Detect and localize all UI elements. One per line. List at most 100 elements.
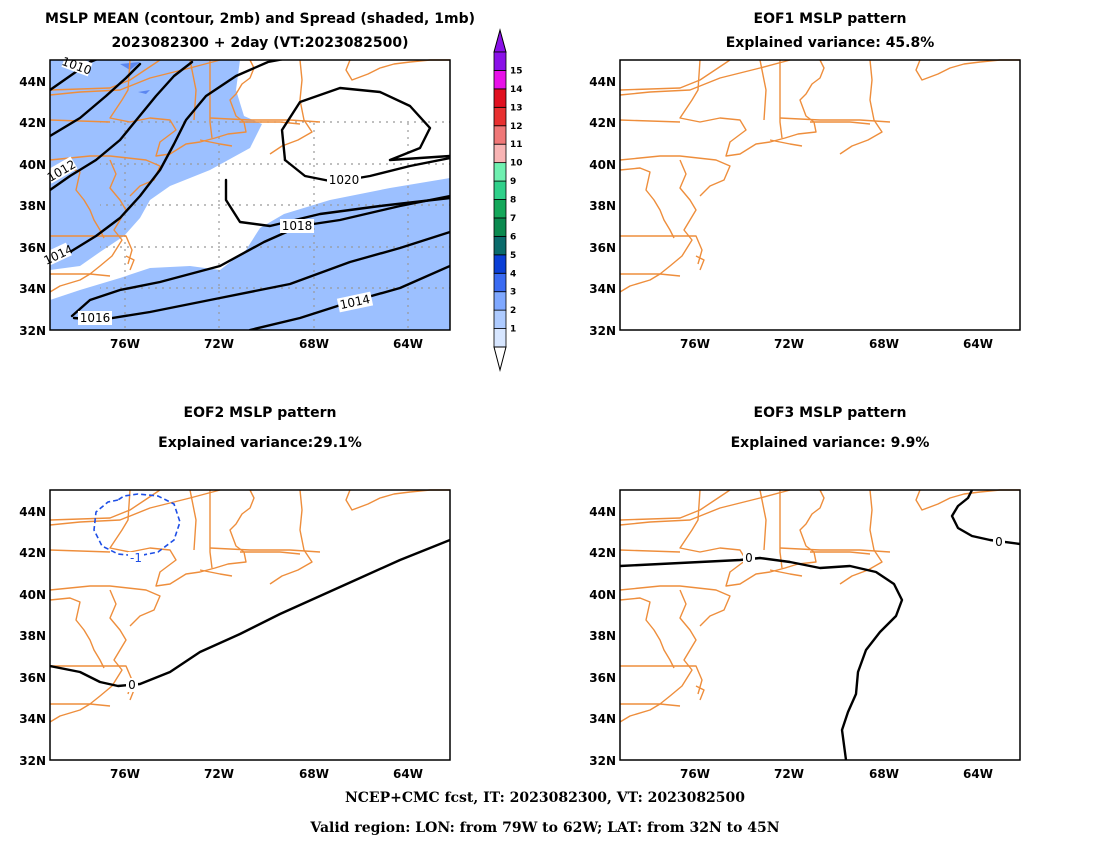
colorbar-max-arrow — [493, 28, 507, 53]
panel-eof3-subtitle: Explained variance: 9.9% — [731, 435, 930, 451]
panel-eof1-subtitle: Explained variance: 45.8% — [726, 35, 935, 51]
colorbar-swatch — [493, 309, 507, 329]
colorbar-swatch — [493, 217, 507, 237]
colorbar-label: 12 — [510, 122, 523, 132]
lon-tick-label: 72W — [774, 337, 804, 351]
panel-mean-frame — [49, 59, 451, 331]
panel-eof1-title: EOF1 MSLP pattern — [754, 11, 907, 27]
eof2-contours — [50, 493, 450, 688]
panel-eof2-subtitle: Explained variance:29.1% — [158, 435, 362, 451]
coastline-eof2 — [49, 489, 451, 723]
colorbar-min-arrow — [493, 346, 507, 372]
lon-tick-label: 72W — [204, 767, 234, 781]
lat-tick-label: 34N — [19, 712, 46, 726]
panel-eof3-frame — [619, 489, 1021, 761]
contour-label: 1020 — [329, 173, 360, 187]
colorbar-swatch — [493, 125, 507, 145]
lat-tick-label: 36N — [19, 671, 46, 685]
lat-tick-label: 40N — [19, 158, 46, 172]
lat-tick-label: 32N — [19, 754, 46, 768]
colorbar-label: 10 — [510, 159, 523, 169]
colorbar-label: 3 — [510, 288, 516, 298]
lat-tick-label: 44N — [589, 75, 616, 89]
lat-tick-label: 42N — [589, 116, 616, 130]
colorbar-label: 8 — [510, 196, 516, 206]
colorbar-label: 6 — [510, 232, 516, 242]
lat-tick-label: 42N — [19, 546, 46, 560]
panel-mean: MSLP MEAN (contour, 2mb) and Spread (sha… — [42, 11, 475, 331]
lon-tick-label: 72W — [774, 767, 804, 781]
panel-mean-subtitle: 2023082300 + 2day (VT:2023082500) — [111, 35, 408, 51]
coastline-eof3 — [619, 489, 1021, 723]
colorbar-swatch — [493, 106, 507, 127]
panel-eof2: EOF2 MSLP pattern Explained variance:29.… — [49, 405, 451, 761]
lon-tick-label: 64W — [393, 767, 423, 781]
colorbar-label: 15 — [510, 66, 523, 76]
panel-mean-title: MSLP MEAN (contour, 2mb) and Spread (sha… — [45, 11, 475, 27]
contour-label: 0 — [995, 535, 1003, 549]
colorbar-label: 9 — [510, 177, 516, 187]
panel-eof3: EOF3 MSLP pattern Explained variance: 9.… — [619, 405, 1021, 761]
panel-eof3-title: EOF3 MSLP pattern — [754, 405, 907, 421]
colorbar-label: 7 — [510, 214, 516, 224]
lon-tick-label: 64W — [963, 767, 993, 781]
footer-line-1: NCEP+CMC fcst, IT: 2023082300, VT: 20230… — [345, 790, 745, 806]
colorbar-label: 2 — [510, 306, 516, 316]
lat-tick-label: 40N — [589, 588, 616, 602]
lat-tick-label: 36N — [19, 241, 46, 255]
colorbar-swatch — [493, 143, 507, 164]
coastline-eof1 — [619, 59, 1021, 293]
panel-eof2-title: EOF2 MSLP pattern — [184, 405, 337, 421]
lat-tick-label: 34N — [589, 282, 616, 296]
footer-line-2: Valid region: LON: from 79W to 62W; LAT:… — [309, 820, 779, 836]
lat-tick-label: 32N — [589, 754, 616, 768]
colorbar-label: 11 — [510, 140, 523, 150]
lat-tick-label: 38N — [589, 629, 616, 643]
lon-tick-label: 68W — [869, 337, 899, 351]
lat-tick-label: 38N — [19, 199, 46, 213]
colorbar-swatch — [493, 88, 507, 108]
colorbar-swatch — [493, 70, 507, 90]
colorbar-swatch — [493, 51, 507, 71]
lon-tick-label: 64W — [963, 337, 993, 351]
lon-tick-label: 76W — [110, 337, 140, 351]
lon-tick-label: 68W — [299, 767, 329, 781]
colorbar-swatch — [493, 180, 507, 200]
contour-label: 0 — [745, 551, 753, 565]
contour-label: 1018 — [282, 219, 313, 233]
lat-tick-label: 36N — [589, 671, 616, 685]
panel-eof2-frame — [49, 489, 451, 761]
lon-tick-label: 72W — [204, 337, 234, 351]
contour-label: 1016 — [80, 311, 111, 325]
colorbar-swatch — [493, 328, 507, 348]
panel-eof1-frame — [619, 59, 1021, 331]
lat-tick-label: 44N — [589, 505, 616, 519]
eof3-contours — [620, 490, 1020, 760]
colorbar-swatch — [493, 272, 507, 293]
contour-label: 0 — [128, 678, 136, 692]
lon-tick-label: 68W — [869, 767, 899, 781]
panel-eof1: EOF1 MSLP pattern Explained variance: 45… — [619, 11, 1021, 331]
lat-tick-label: 42N — [589, 546, 616, 560]
spread-shading — [50, 60, 450, 330]
lat-tick-label: 42N — [19, 116, 46, 130]
lat-tick-label: 34N — [19, 282, 46, 296]
colorbar-swatch — [493, 291, 507, 311]
contour-label: 1014 — [339, 292, 372, 312]
lat-tick-label: 32N — [589, 324, 616, 338]
colorbar-label: 14 — [510, 85, 523, 95]
colorbar-label: 13 — [510, 103, 523, 113]
lat-tick-label: 44N — [19, 505, 46, 519]
lon-tick-label: 64W — [393, 337, 423, 351]
lat-tick-label: 38N — [589, 199, 616, 213]
colorbar-swatch — [493, 199, 507, 219]
lon-tick-label: 76W — [110, 767, 140, 781]
colorbar-label: 4 — [510, 269, 516, 279]
axis-labels: 44N 42N 40N 38N 36N 34N 32N 76W 72W 68W 64W 44N 42N 4… — [19, 75, 993, 781]
lat-tick-label: 34N — [589, 712, 616, 726]
lat-tick-label: 40N — [589, 158, 616, 172]
colorbar-swatch — [493, 254, 507, 274]
lat-tick-label: 44N — [19, 75, 46, 89]
